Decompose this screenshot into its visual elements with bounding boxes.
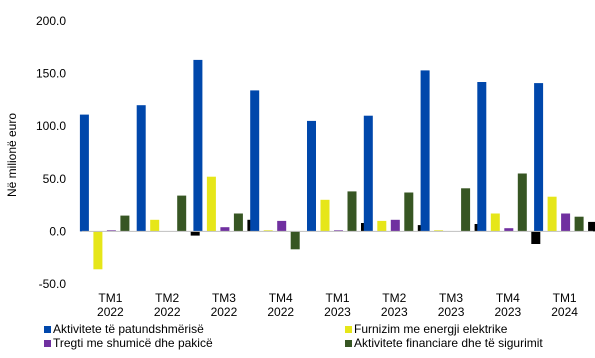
bar bbox=[490, 213, 500, 232]
x-tick-label: TM2 bbox=[155, 291, 179, 305]
bar bbox=[347, 191, 357, 232]
legend-label: Aktivitete financiare dhe të sigurimit bbox=[354, 336, 543, 350]
bar bbox=[120, 215, 130, 232]
bar bbox=[588, 221, 595, 232]
bar bbox=[220, 227, 230, 232]
legend-label: Tregti me shumicë dhe pakicë bbox=[53, 336, 213, 350]
x-tick-label: 2023 bbox=[324, 305, 351, 319]
bar bbox=[307, 120, 316, 232]
bar bbox=[574, 216, 584, 232]
y-tick-label: 100.0 bbox=[36, 119, 66, 133]
legend-item-real-estate: Aktivitete të patundshmërisë bbox=[44, 322, 204, 336]
bar bbox=[290, 231, 300, 250]
x-tick-label: 2023 bbox=[494, 305, 521, 319]
bar bbox=[363, 115, 373, 232]
bar bbox=[93, 231, 103, 270]
x-tick-label: TM2 bbox=[382, 291, 406, 305]
legend-swatch bbox=[44, 339, 51, 347]
x-tick-label: TM3 bbox=[439, 291, 463, 305]
bar bbox=[193, 59, 203, 232]
x-tick-label: 2022 bbox=[267, 305, 294, 319]
bar bbox=[547, 196, 557, 232]
bar bbox=[177, 195, 187, 232]
bar bbox=[334, 230, 343, 232]
bar bbox=[504, 228, 514, 232]
y-tick-label: 150.0 bbox=[36, 67, 66, 81]
x-tick-label: TM1 bbox=[98, 291, 122, 305]
legend-label: Aktivitete të patundshmërisë bbox=[53, 322, 204, 336]
x-tick-label: 2022 bbox=[97, 305, 124, 319]
x-tick-label: 2023 bbox=[438, 305, 465, 319]
y-tick-label: 50.0 bbox=[43, 172, 67, 186]
bar bbox=[420, 70, 430, 232]
bar bbox=[534, 83, 544, 232]
bar bbox=[150, 219, 160, 232]
legend-swatch bbox=[345, 339, 352, 347]
y-tick-label: -50.0 bbox=[39, 277, 67, 291]
legend-item-trade: Tregti me shumicë dhe pakicë bbox=[44, 336, 213, 350]
y-tick-label: 200.0 bbox=[36, 14, 66, 28]
bar bbox=[404, 192, 414, 232]
bar bbox=[531, 231, 541, 244]
legend-item-electricity: Furnizim me energji elektrike bbox=[345, 322, 507, 336]
x-tick-label: 2022 bbox=[211, 305, 238, 319]
bar bbox=[461, 188, 471, 232]
bar bbox=[434, 230, 444, 232]
bar bbox=[136, 105, 146, 232]
bar bbox=[277, 220, 287, 232]
bar bbox=[206, 176, 216, 232]
x-tick-label: TM1 bbox=[553, 291, 577, 305]
bar bbox=[233, 213, 243, 232]
x-tick-label: TM4 bbox=[496, 291, 520, 305]
bar bbox=[263, 230, 273, 232]
x-tick-label: 2022 bbox=[154, 305, 181, 319]
bar bbox=[561, 213, 571, 232]
bar bbox=[79, 114, 89, 232]
bar bbox=[517, 173, 527, 232]
x-tick-label: TM3 bbox=[212, 291, 236, 305]
bar bbox=[250, 90, 260, 232]
bar bbox=[377, 220, 387, 232]
legend-item-financial: Aktivitete financiare dhe të sigurimit bbox=[345, 336, 543, 350]
x-tick-label: 2024 bbox=[551, 305, 578, 319]
x-tick-label: TM4 bbox=[269, 291, 293, 305]
x-tick-label: 2023 bbox=[381, 305, 408, 319]
legend-swatch bbox=[345, 325, 352, 333]
bar bbox=[320, 199, 330, 232]
legend-label: Furnizim me energji elektrike bbox=[354, 322, 508, 336]
bar bbox=[106, 230, 116, 232]
bar bbox=[477, 82, 487, 232]
y-tick-label: 0.0 bbox=[49, 224, 66, 238]
x-tick-label: TM1 bbox=[326, 291, 350, 305]
legend-swatch bbox=[44, 325, 51, 333]
bar bbox=[390, 219, 400, 232]
y-axis-label: Në milionë euro bbox=[5, 113, 19, 197]
bar bbox=[190, 231, 200, 236]
